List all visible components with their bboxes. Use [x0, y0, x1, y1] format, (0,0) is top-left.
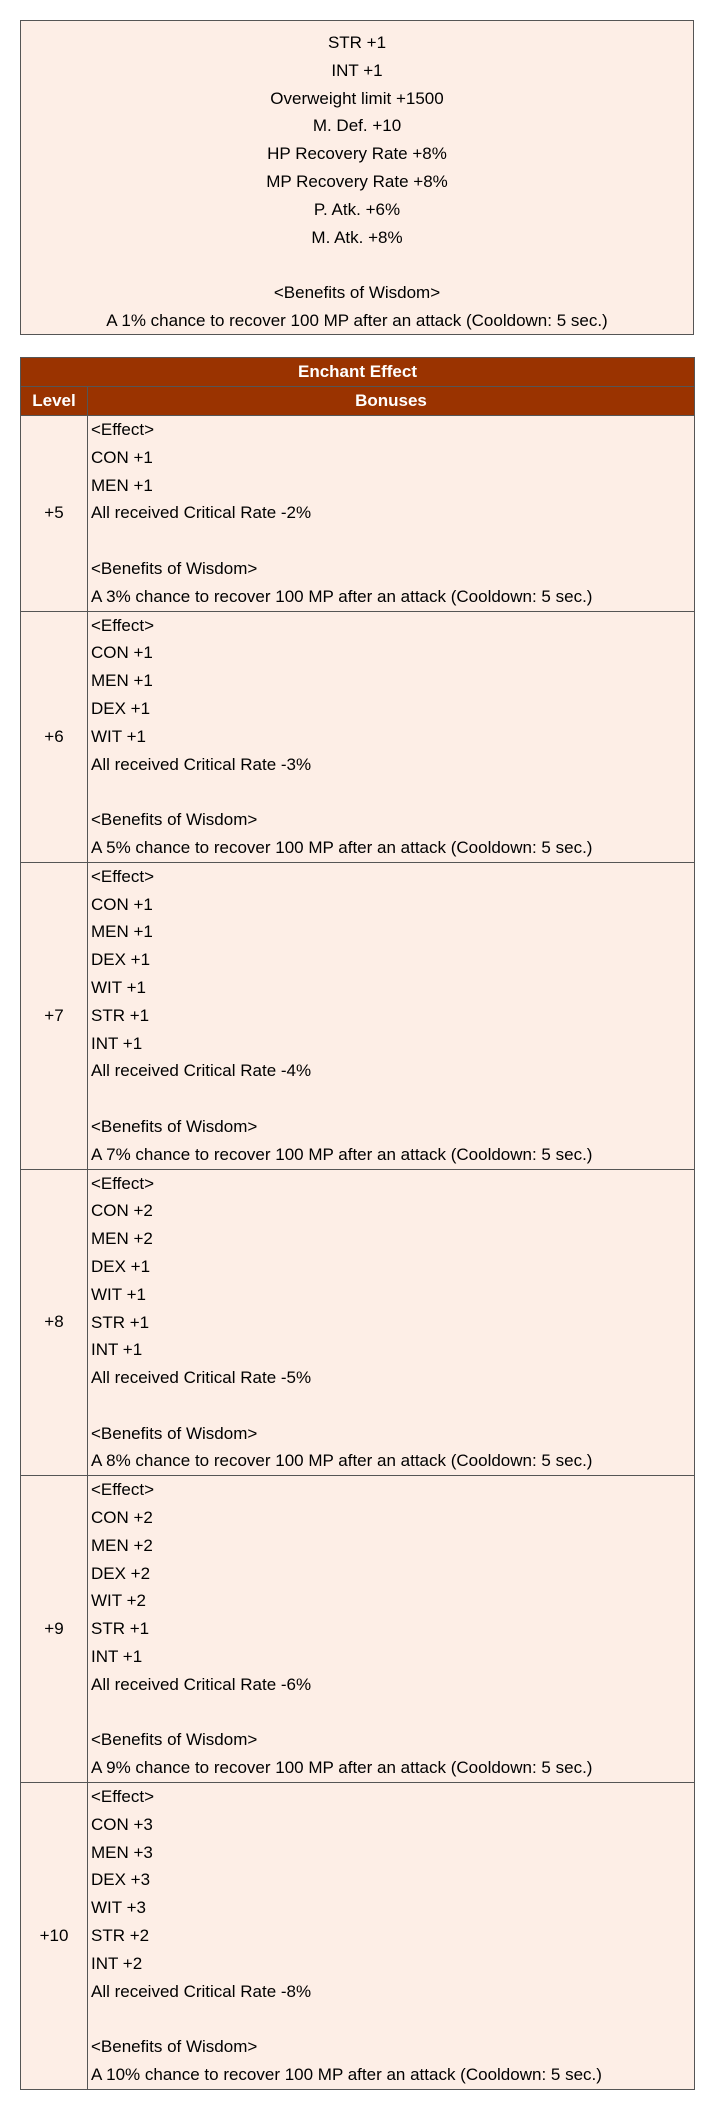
bonus-line: A 9% chance to recover 100 MP after an a…	[91, 1758, 593, 1778]
enchant-level-cell: +8	[20, 1168, 88, 1477]
bonus-line: A 3% chance to recover 100 MP after an a…	[91, 586, 593, 606]
bonus-line: MEN +1	[91, 475, 153, 495]
enchant-table-title: Enchant Effect	[20, 357, 695, 387]
bonus-line: <Effect>	[91, 866, 155, 886]
table-row: +6 <Effect> CON +1 MEN +1 DEX +1 WIT +1 All re…	[20, 610, 695, 863]
bonuses-column-header: Bonuses	[87, 386, 695, 416]
bonus-line: WIT +1	[91, 726, 146, 746]
bonus-line: INT +2	[91, 1953, 143, 1973]
bonus-line: <Effect>	[91, 615, 155, 635]
enchant-table-header-row: Level Bonuses	[20, 386, 695, 416]
enchant-level-cell: +10	[20, 1782, 88, 2090]
bonus-line: CON +2	[91, 1201, 153, 1221]
bonus-line	[88, 2005, 694, 2033]
base-effect-line: STR +1	[327, 33, 387, 52]
enchant-effect-table: Enchant Effect Level Bonuses +5 <Effect> C…	[20, 357, 695, 2090]
enchant-level-cell: +6	[20, 610, 88, 863]
bonus-line: <Benefits of Wisdom>	[91, 1423, 258, 1443]
base-effect-line: INT +1	[331, 60, 383, 80]
bonus-line	[88, 1085, 694, 1113]
bonus-line: <Effect>	[91, 1787, 155, 1807]
base-effect-line: P. Atk. +6%	[313, 199, 401, 219]
base-effect-line: A 1% chance to recover 100 MP after an a…	[106, 310, 608, 330]
bonus-line: MEN +2	[91, 1535, 153, 1555]
bonus-line: CON +1	[91, 643, 153, 663]
bonus-line: All received Critical Rate -3%	[91, 754, 312, 774]
bonus-line: <Benefits of Wisdom>	[91, 558, 258, 578]
bonus-line: MEN +1	[91, 671, 153, 691]
bonus-line: DEX +1	[91, 1256, 151, 1276]
bonus-line: INT +1	[91, 1340, 143, 1360]
table-row: +9 <Effect> CON +2 MEN +2 DEX +2 WIT +2 STR +1…	[20, 1475, 695, 1784]
bonus-line: CON +2	[91, 1508, 153, 1528]
enchant-level-cell: +7	[20, 861, 88, 1170]
bonus-line: <Effect>	[91, 1173, 155, 1193]
bonus-line: MEN +2	[91, 1229, 153, 1249]
bonus-line: INT +1	[91, 1647, 143, 1667]
enchant-table-title-row: Enchant Effect	[20, 357, 695, 387]
enchant-level-cell: +5	[20, 415, 88, 612]
enchant-bonuses-cell: <Effect> CON +1 MEN +1 All received Critica…	[87, 415, 695, 612]
bonus-line	[88, 527, 694, 555]
bonus-line	[88, 1392, 694, 1420]
bonus-line: All received Critical Rate -8%	[91, 1981, 312, 2001]
bonus-line: All received Critical Rate -6%	[91, 1674, 312, 1694]
bonus-line: CON +1	[91, 894, 153, 914]
base-effects-box: STR +1 INT +1 Overweight limit +1500 M. …	[20, 20, 694, 335]
bonus-line	[88, 1699, 694, 1727]
bonus-line: <Benefits of Wisdom>	[91, 1116, 258, 1136]
enchant-bonuses-cell: <Effect> CON +3 MEN +3 DEX +3 WIT +3 STR +2 IN…	[87, 1782, 695, 2090]
base-effect-line	[21, 251, 693, 279]
table-row: +7 <Effect> CON +1 MEN +1 DEX +1 WIT +1 STR +1…	[20, 861, 695, 1170]
base-effect-line: Overweight limit +1500	[270, 88, 444, 108]
bonus-line: <Benefits of Wisdom>	[91, 810, 258, 830]
base-effect-line: M. Atk. +8%	[311, 227, 403, 247]
bonus-line: DEX +1	[91, 698, 151, 718]
bonus-line: <Benefits of Wisdom>	[91, 1730, 258, 1750]
bonus-line: A 10% chance to recover 100 MP after an …	[91, 2065, 602, 2085]
level-column-header: Level	[20, 386, 88, 416]
base-effect-line: MP Recovery Rate +8%	[266, 171, 448, 191]
bonus-line: CON +1	[91, 447, 153, 467]
bonus-line: WIT +1	[91, 1284, 146, 1304]
bonus-line: DEX +1	[91, 950, 151, 970]
bonus-line: STR +1	[91, 1619, 150, 1639]
bonus-line: A 8% chance to recover 100 MP after an a…	[91, 1451, 593, 1471]
bonus-line: CON +3	[91, 1814, 153, 1834]
bonus-line: WIT +2	[91, 1591, 146, 1611]
bonus-line: INT +1	[91, 1033, 143, 1053]
base-effect-line: HP Recovery Rate +8%	[267, 144, 447, 164]
bonus-line: <Benefits of Wisdom>	[91, 2037, 258, 2057]
bonus-line: MEN +1	[91, 922, 153, 942]
bonus-line: STR +2	[91, 1926, 150, 1946]
bonus-line: DEX +3	[91, 1870, 151, 1890]
bonus-line: WIT +3	[91, 1898, 146, 1918]
bonus-line: A 7% chance to recover 100 MP after an a…	[91, 1144, 593, 1164]
bonus-line: STR +1	[91, 1312, 150, 1332]
enchant-bonuses-cell: <Effect> CON +1 MEN +1 DEX +1 WIT +1 STR +1 IN…	[87, 861, 695, 1170]
bonus-line: <Effect>	[91, 1480, 155, 1500]
bonus-line: All received Critical Rate -4%	[91, 1061, 312, 1081]
enchant-bonuses-cell: <Effect> CON +2 MEN +2 DEX +1 WIT +1 STR +1 IN…	[87, 1168, 695, 1477]
bonus-line: All received Critical Rate -2%	[91, 503, 312, 523]
bonus-line: <Effect>	[91, 420, 155, 439]
table-row: +8 <Effect> CON +2 MEN +2 DEX +1 WIT +1 STR +1…	[20, 1168, 695, 1477]
bonus-line: DEX +2	[91, 1563, 151, 1583]
enchant-level-cell: +9	[20, 1475, 88, 1784]
enchant-bonuses-cell: <Effect> CON +1 MEN +1 DEX +1 WIT +1 All rece…	[87, 610, 695, 863]
bonus-line: A 5% chance to recover 100 MP after an a…	[91, 837, 593, 857]
bonus-line: STR +1	[91, 1005, 150, 1025]
table-row: +5 <Effect> CON +1 MEN +1 All received Criti…	[20, 415, 695, 612]
bonus-line: WIT +1	[91, 977, 146, 997]
enchant-table-body: +5 <Effect> CON +1 MEN +1 All received Criti…	[20, 415, 695, 2090]
base-effect-line: <Benefits of Wisdom>	[273, 283, 441, 303]
bonus-line: All received Critical Rate -5%	[91, 1368, 312, 1388]
enchant-bonuses-cell: <Effect> CON +2 MEN +2 DEX +2 WIT +2 STR +1 IN…	[87, 1475, 695, 1784]
bonus-line: MEN +3	[91, 1842, 153, 1862]
table-row: +10 <Effect> CON +3 MEN +3 DEX +3 WIT +3 STR +…	[20, 1782, 695, 2090]
bonus-line	[88, 778, 694, 806]
base-effect-line: M. Def. +10	[312, 116, 402, 136]
